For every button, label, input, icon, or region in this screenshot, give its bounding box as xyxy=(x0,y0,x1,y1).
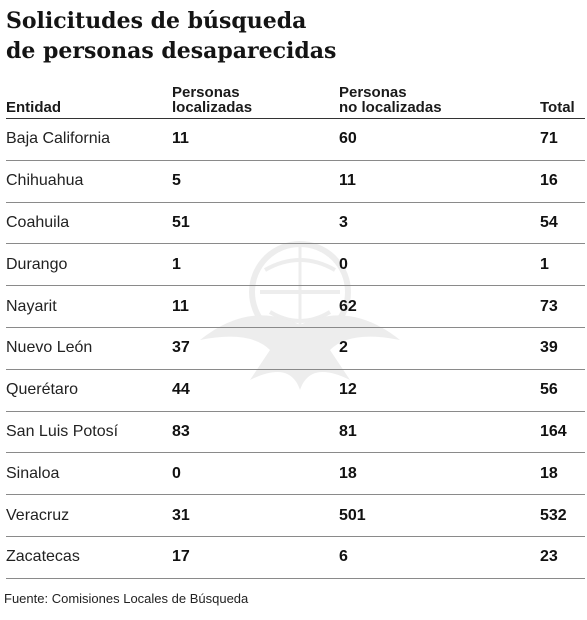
column-header-localizadas-line-2: localizadas xyxy=(172,99,253,116)
cell-no-localizadas: 60 xyxy=(339,118,540,161)
cell-total: 54 xyxy=(540,202,585,245)
column-header-entidad: Entidad xyxy=(6,76,172,119)
column-header-total-line-1: Total xyxy=(540,99,575,116)
cell-entidad: Durango xyxy=(6,243,172,287)
cell-total: 23 xyxy=(540,536,585,579)
cell-localizadas: 11 xyxy=(172,118,339,161)
data-table: Entidad Personas localizadas Personas no… xyxy=(6,76,585,579)
table-row: Baja California 11 60 71 xyxy=(6,118,585,161)
cell-entidad: Veracruz xyxy=(6,494,172,537)
chart-title-line-2: de personas desaparecidas xyxy=(6,38,337,64)
column-header-entidad-line-1: Entidad xyxy=(6,99,61,116)
cell-localizadas: 5 xyxy=(172,160,339,203)
column-header-localizadas-line-1: Personas xyxy=(172,84,240,101)
table-header-row: Entidad Personas localizadas Personas no… xyxy=(6,76,585,119)
cell-no-localizadas: 3 xyxy=(339,202,540,245)
cell-localizadas: 51 xyxy=(172,202,339,245)
cell-localizadas: 44 xyxy=(172,369,339,412)
cell-total: 1 xyxy=(540,243,585,287)
column-header-localizadas: Personas localizadas xyxy=(172,76,339,119)
table-row: Nuevo León 37 2 39 xyxy=(6,327,585,370)
cell-total: 73 xyxy=(540,285,585,328)
chart-title-line-1: Solicitudes de búsqueda xyxy=(6,8,307,34)
cell-no-localizadas: 12 xyxy=(339,369,540,412)
cell-localizadas: 0 xyxy=(172,452,339,496)
cell-entidad: Chihuahua xyxy=(6,160,172,203)
cell-no-localizadas: 501 xyxy=(339,494,540,537)
cell-total: 56 xyxy=(540,369,585,412)
column-header-no-localizadas-line-2: no localizadas xyxy=(339,99,442,116)
cell-entidad: Nayarit xyxy=(6,285,172,328)
cell-localizadas: 17 xyxy=(172,536,339,579)
cell-no-localizadas: 0 xyxy=(339,243,540,287)
cell-entidad: Coahuila xyxy=(6,202,172,245)
cell-no-localizadas: 62 xyxy=(339,285,540,328)
cell-total: 16 xyxy=(540,160,585,203)
cell-no-localizadas: 2 xyxy=(339,327,540,370)
table-row: Coahuila 51 3 54 xyxy=(6,202,585,245)
cell-no-localizadas: 81 xyxy=(339,411,540,454)
cell-localizadas: 11 xyxy=(172,285,339,328)
cell-no-localizadas: 11 xyxy=(339,160,540,203)
source-note: Fuente: Comisiones Locales de Búsqueda xyxy=(4,591,249,606)
cell-entidad: Zacatecas xyxy=(6,536,172,579)
cell-entidad: Sinaloa xyxy=(6,452,172,496)
column-header-no-localizadas-line-1: Personas xyxy=(339,84,407,101)
cell-localizadas: 37 xyxy=(172,327,339,370)
cell-localizadas: 31 xyxy=(172,494,339,537)
table-row: San Luis Potosí 83 81 164 xyxy=(6,411,585,454)
cell-entidad: San Luis Potosí xyxy=(6,411,172,454)
column-header-no-localizadas: Personas no localizadas xyxy=(339,76,540,119)
chart-title: Solicitudes de búsqueda de personas desa… xyxy=(6,6,566,66)
cell-localizadas: 1 xyxy=(172,243,339,287)
cell-total: 18 xyxy=(540,452,585,496)
cell-total: 71 xyxy=(540,118,585,161)
table-row: Sinaloa 0 18 18 xyxy=(6,452,585,496)
table-row: Veracruz 31 501 532 xyxy=(6,494,585,537)
table-row: Zacatecas 17 6 23 xyxy=(6,536,585,579)
cell-total: 532 xyxy=(540,494,585,537)
table-body: Baja California 11 60 71 Chihuahua 5 11 … xyxy=(6,118,585,579)
table-row: Durango 1 0 1 xyxy=(6,243,585,287)
cell-no-localizadas: 6 xyxy=(339,536,540,579)
cell-entidad: Baja California xyxy=(6,118,172,161)
cell-entidad: Querétaro xyxy=(6,369,172,412)
cell-localizadas: 83 xyxy=(172,411,339,454)
cell-total: 164 xyxy=(540,411,585,454)
table-row: Nayarit 11 62 73 xyxy=(6,285,585,328)
table-row: Chihuahua 5 11 16 xyxy=(6,160,585,203)
table-row: Querétaro 44 12 56 xyxy=(6,369,585,412)
cell-no-localizadas: 18 xyxy=(339,452,540,496)
cell-total: 39 xyxy=(540,327,585,370)
column-header-total: Total xyxy=(540,76,585,119)
cell-entidad: Nuevo León xyxy=(6,327,172,370)
